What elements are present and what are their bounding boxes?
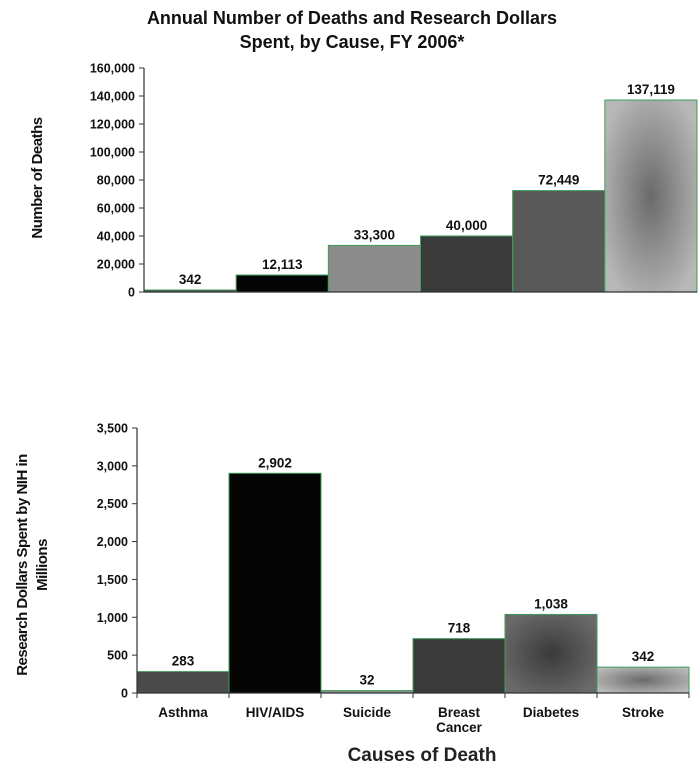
- chart2-bar-5: [504, 613, 598, 694]
- chart1-value-label-2: 12,113: [262, 257, 303, 272]
- chart1-value-label-5: 72,449: [538, 173, 579, 188]
- chart2-y-tick-label: 3,500: [97, 422, 128, 436]
- chart2-y-tick-label: 1,000: [97, 611, 128, 625]
- chart2-value-label-1: 283: [172, 654, 195, 669]
- chart2-category-label-3: Suicide: [343, 705, 392, 720]
- chart2-bar-2: [228, 472, 322, 694]
- chart1-bar-5: [512, 190, 606, 293]
- chart1-y-tick-label: 120,000: [90, 118, 135, 132]
- chart2-bar-6: [596, 666, 690, 694]
- chart-title-line-1: Annual Number of Deaths and Research Dol…: [147, 8, 557, 28]
- research-y-axis-label-line-2: Millions: [34, 539, 51, 591]
- deaths-chart: Number of Deaths 342 12,113 33,300 40,000 72…: [29, 62, 698, 300]
- chart2-category-label-5: Diabetes: [523, 705, 579, 720]
- chart1-bar-6: [604, 99, 698, 293]
- chart1-y-tick-label: 100,000: [90, 146, 135, 160]
- chart-title-line-2: Spent, by Cause, FY 2006*: [240, 32, 465, 52]
- research-x-axis-label: Causes of Death: [348, 745, 497, 766]
- chart2-value-label-6: 342: [632, 649, 655, 664]
- chart2-y-tick-label: 3,000: [97, 459, 128, 473]
- chart1-y-tick-label: 20,000: [97, 258, 135, 272]
- chart1-y-tick-label: 160,000: [90, 62, 135, 76]
- chart2-value-label-2: 2,902: [258, 455, 292, 470]
- research-y-axis-label-line-1: Research Dollars Spent by NIH in: [14, 454, 31, 676]
- chart1-value-label-6: 137,119: [627, 82, 675, 97]
- chart2-category-label-2: HIV/AIDS: [246, 705, 305, 720]
- chart1-bar-4: [420, 235, 514, 293]
- chart2-value-label-4: 718: [448, 621, 471, 636]
- chart1-y-tick-label: 0: [128, 286, 135, 300]
- chart2-y-tick-label: 0: [121, 687, 128, 701]
- chart1-y-tick-label: 40,000: [97, 230, 135, 244]
- chart1-y-tick-label: 80,000: [97, 174, 135, 188]
- chart2-y-tick-label: 2,000: [97, 535, 128, 549]
- chart2-category-label-4: Breast: [438, 705, 481, 720]
- chart2-y-tick-label: 1,500: [97, 573, 128, 587]
- chart2-category-label-1: Asthma: [158, 705, 208, 720]
- chart2-value-label-3: 32: [359, 673, 374, 688]
- chart2-category-label-4: Cancer: [436, 720, 483, 735]
- chart1-value-label-4: 40,000: [446, 218, 487, 233]
- research-dollars-chart: Research Dollars Spent by NIH in Million…: [14, 422, 690, 766]
- chart2-bar-4: [412, 638, 506, 694]
- chart1-value-label-3: 33,300: [354, 227, 395, 242]
- chart1-y-tick-label: 60,000: [97, 202, 135, 216]
- chart2-y-tick-label: 2,500: [97, 497, 128, 511]
- chart1-y-tick-label: 140,000: [90, 90, 135, 104]
- chart2-bar-1: [136, 671, 230, 694]
- chart2-y-tick-label: 500: [107, 649, 128, 663]
- chart2-category-label-6: Stroke: [622, 705, 665, 720]
- chart1-value-label-1: 342: [179, 272, 202, 287]
- chart2-value-label-5: 1,038: [534, 596, 568, 611]
- chart1-bar-2: [235, 274, 329, 293]
- chart1-bar-3: [327, 244, 421, 293]
- deaths-y-axis-label: Number of Deaths: [29, 117, 46, 238]
